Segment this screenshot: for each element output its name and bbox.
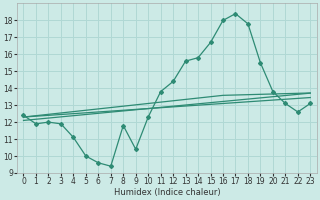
X-axis label: Humidex (Indice chaleur): Humidex (Indice chaleur) xyxy=(114,188,220,197)
